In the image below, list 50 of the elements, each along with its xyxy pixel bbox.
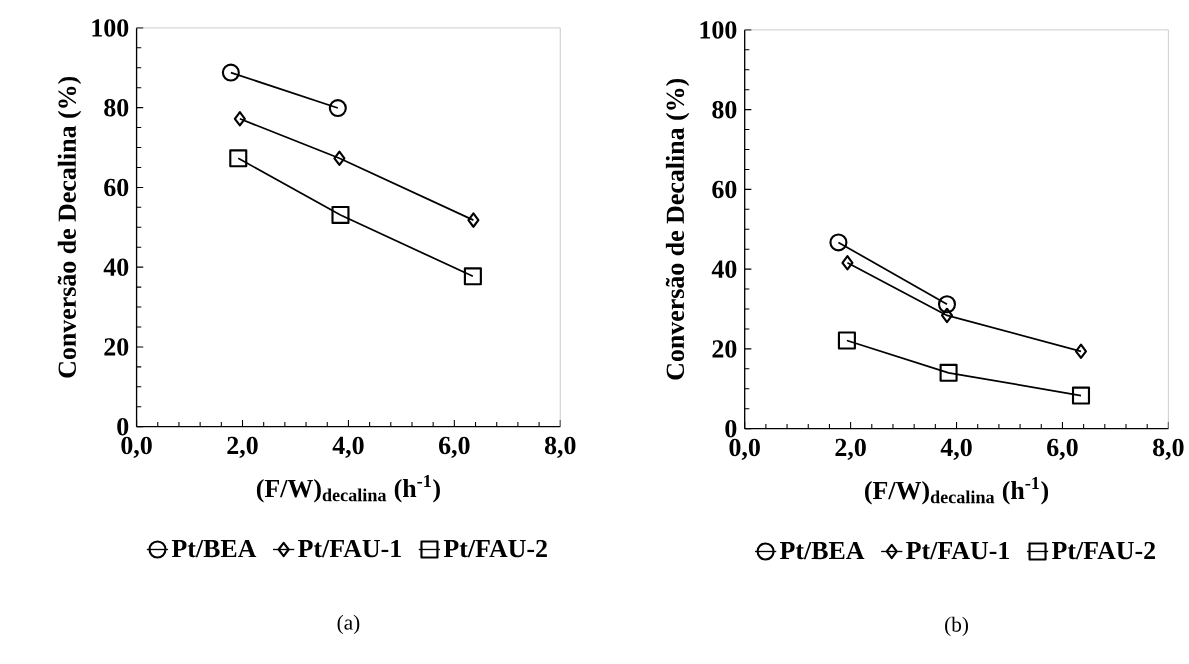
point xyxy=(229,149,248,168)
y-tick-label: 40 xyxy=(711,260,737,278)
point xyxy=(328,99,347,118)
point xyxy=(1074,343,1088,360)
x-tick-label: 4,0 xyxy=(332,436,364,458)
legend-label: Pt/FAU-2 xyxy=(443,539,547,558)
x-tick-label: 4,0 xyxy=(940,438,972,460)
legend-label: Pt/BEA xyxy=(171,539,257,558)
y-tick-label: 0 xyxy=(725,419,737,438)
x-tick-label: 2,0 xyxy=(227,436,258,458)
x-axis-title: (F/W)$_{decalina}$ (h$^{-1}$) xyxy=(865,477,1049,505)
point xyxy=(233,111,246,127)
y-tick-label: 20 xyxy=(712,340,737,358)
point xyxy=(937,295,957,314)
y-tick-label: 100 xyxy=(92,19,129,37)
legend-label: Pt/FAU-1 xyxy=(906,541,1009,560)
text: (a) xyxy=(337,614,360,635)
x-tick-label: 8,0 xyxy=(544,436,576,458)
x-tick-label: 0,0 xyxy=(729,438,760,460)
legend-label: Pt/BEA xyxy=(779,541,865,560)
point xyxy=(331,205,350,224)
point xyxy=(940,307,954,324)
x-axis-title: (F/W)$_{decalina}$ (h$^{-1}$) xyxy=(256,475,440,503)
y-tick-label: 80 xyxy=(104,98,129,117)
y-tick-label: 80 xyxy=(712,100,737,119)
y-tick-label: 20 xyxy=(104,338,129,356)
point xyxy=(467,212,480,228)
y-tick-label: 0 xyxy=(117,417,129,436)
x-tick-label: 6,0 xyxy=(1047,438,1078,460)
x-tick-label: 8,0 xyxy=(1153,438,1184,460)
point xyxy=(333,150,346,167)
text: (b) xyxy=(945,616,968,637)
point xyxy=(221,63,240,82)
point xyxy=(939,363,958,382)
x-tick-label: 6,0 xyxy=(439,436,470,458)
y-tick-label: 100 xyxy=(700,21,737,39)
y-axis-title: Conversão de Decalina (%) xyxy=(665,78,690,380)
x-tick-label: 2,0 xyxy=(835,438,866,460)
y-axis-title: Conversão de Decalina (%) xyxy=(57,76,82,378)
point xyxy=(463,267,482,286)
y-tick-label: 40 xyxy=(103,258,129,276)
y-tick-label: 60 xyxy=(104,178,129,197)
legend-label: Pt/FAU-1 xyxy=(298,539,401,558)
x-tick-label: 0,0 xyxy=(121,436,152,458)
legend-label: Pt/FAU-2 xyxy=(1051,541,1155,560)
point xyxy=(841,255,854,271)
point xyxy=(1071,386,1091,405)
y-tick-label: 60 xyxy=(712,180,737,199)
point xyxy=(829,233,848,252)
point xyxy=(837,331,856,350)
